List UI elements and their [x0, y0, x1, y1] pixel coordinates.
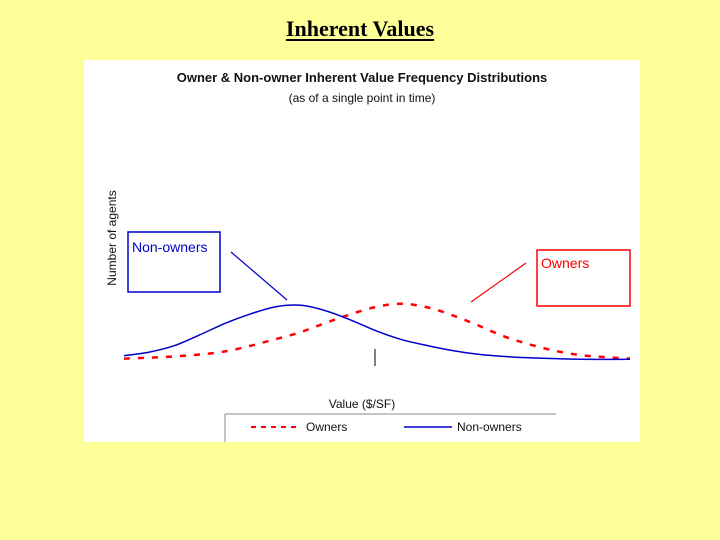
series-line-owners — [123, 302, 631, 360]
non-owners-callout-label: Non-owners — [132, 239, 207, 255]
legend-owners-label: Owners — [306, 420, 347, 434]
owners-callout-label: Owners — [541, 255, 589, 271]
chart-subtitle: (as of a single point in time) — [289, 91, 436, 105]
x-axis-label: Value ($/SF) — [329, 397, 395, 411]
slide-title: Inherent Values — [0, 16, 720, 42]
frequency-chart: Owner & Non-owner Inherent Value Frequen… — [105, 70, 631, 442]
y-axis-label: Number of agents — [105, 190, 119, 285]
legend-non-owners-label: Non-owners — [457, 420, 522, 434]
slide-title-text: Inherent Values — [285, 16, 435, 41]
series-line-non-owners — [123, 304, 631, 361]
legend: Owners Non-owners — [224, 413, 556, 442]
non-owners-callout-box — [127, 231, 221, 293]
non-owners-callout-line — [230, 251, 288, 301]
owners-callout-box — [536, 249, 631, 307]
chart-title: Owner & Non-owner Inherent Value Frequen… — [177, 70, 548, 85]
series-curves — [123, 302, 631, 361]
chart-panel: Owner & Non-owner Inherent Value Frequen… — [84, 60, 640, 442]
owners-callout-line — [470, 262, 527, 303]
